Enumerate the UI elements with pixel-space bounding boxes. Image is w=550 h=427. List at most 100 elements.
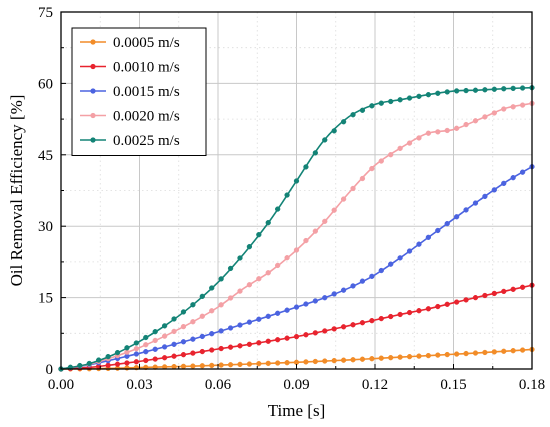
data-point bbox=[340, 324, 347, 330]
data-point bbox=[491, 187, 497, 193]
data-point bbox=[284, 192, 290, 198]
data-point bbox=[237, 343, 243, 349]
legend-marker bbox=[90, 112, 96, 119]
data-point bbox=[199, 333, 205, 340]
data-point bbox=[322, 358, 328, 364]
data-point bbox=[256, 232, 262, 238]
data-point bbox=[491, 290, 497, 297]
data-point bbox=[501, 180, 507, 187]
data-point bbox=[359, 107, 366, 113]
data-point bbox=[378, 267, 384, 274]
data-point bbox=[218, 302, 224, 308]
data-point bbox=[322, 295, 328, 301]
data-point bbox=[312, 358, 318, 365]
data-point bbox=[293, 247, 300, 253]
data-point bbox=[256, 276, 262, 282]
data-point bbox=[519, 102, 526, 108]
data-point bbox=[463, 207, 469, 213]
data-point bbox=[444, 89, 450, 95]
x-tick-label: 0.15 bbox=[440, 377, 466, 393]
data-point bbox=[265, 313, 271, 319]
data-point bbox=[378, 158, 384, 164]
legend-item: 0.0020 m/s bbox=[80, 109, 180, 125]
series-5 bbox=[58, 85, 535, 372]
data-point bbox=[397, 97, 403, 103]
data-point bbox=[501, 348, 507, 354]
data-point bbox=[275, 337, 281, 343]
data-point bbox=[237, 288, 243, 294]
data-point bbox=[453, 214, 460, 220]
x-tick-label: 0.09 bbox=[283, 377, 309, 393]
data-point bbox=[378, 100, 384, 106]
data-point bbox=[510, 348, 516, 354]
data-point bbox=[359, 320, 366, 326]
x-tick-label: 0.06 bbox=[205, 377, 232, 393]
data-point bbox=[472, 200, 479, 206]
data-point bbox=[312, 330, 318, 336]
data-point bbox=[416, 93, 422, 99]
y-tick-label: 30 bbox=[38, 219, 53, 235]
data-point bbox=[218, 276, 224, 282]
data-point bbox=[425, 352, 432, 359]
data-point bbox=[143, 334, 149, 341]
data-point bbox=[340, 119, 347, 125]
legend-item: 0.0010 m/s bbox=[80, 60, 180, 76]
legend-label: 0.0025 m/s bbox=[113, 133, 180, 149]
data-point bbox=[388, 98, 394, 105]
y-axis-title: Oil Removal Efficiency [%] bbox=[7, 95, 26, 287]
data-point bbox=[209, 308, 215, 314]
data-point bbox=[303, 237, 309, 244]
data-point bbox=[152, 356, 158, 362]
data-point bbox=[369, 318, 375, 324]
data-point bbox=[472, 294, 479, 301]
data-point bbox=[369, 103, 375, 109]
data-point bbox=[237, 361, 243, 368]
data-point bbox=[444, 301, 450, 307]
data-point bbox=[388, 313, 394, 320]
data-point bbox=[180, 363, 187, 370]
data-point bbox=[246, 341, 253, 347]
data-point bbox=[397, 255, 403, 261]
data-point bbox=[124, 349, 130, 355]
data-point bbox=[246, 361, 253, 367]
data-point bbox=[359, 278, 366, 284]
data-point bbox=[331, 326, 337, 332]
data-point bbox=[227, 362, 234, 368]
data-point bbox=[369, 356, 375, 362]
data-point bbox=[472, 118, 479, 124]
legend-item: 0.0025 m/s bbox=[80, 133, 180, 149]
data-point bbox=[161, 355, 168, 361]
data-point bbox=[246, 244, 253, 250]
data-point bbox=[227, 325, 234, 331]
data-point bbox=[293, 333, 300, 340]
data-point bbox=[463, 297, 469, 303]
x-tick-label: 0.12 bbox=[362, 377, 388, 393]
data-point bbox=[171, 363, 177, 370]
data-point bbox=[378, 315, 384, 322]
data-point bbox=[143, 342, 149, 348]
data-point bbox=[190, 302, 196, 308]
data-point bbox=[378, 355, 384, 361]
data-point bbox=[435, 129, 441, 135]
data-point bbox=[209, 362, 215, 369]
data-point bbox=[519, 85, 526, 91]
data-point bbox=[275, 206, 281, 212]
data-point bbox=[340, 196, 347, 202]
data-point bbox=[350, 357, 356, 363]
data-point bbox=[510, 85, 516, 92]
data-point bbox=[425, 92, 432, 98]
data-point bbox=[510, 104, 516, 110]
data-point bbox=[265, 338, 271, 344]
data-point bbox=[491, 349, 497, 355]
data-point bbox=[209, 347, 215, 353]
data-point bbox=[256, 361, 262, 367]
legend-marker bbox=[90, 137, 96, 143]
data-point bbox=[359, 175, 366, 182]
data-point bbox=[369, 165, 375, 172]
x-axis-title: Time [s] bbox=[268, 401, 325, 420]
data-point bbox=[237, 255, 243, 261]
data-point bbox=[133, 351, 140, 357]
data-point bbox=[444, 220, 450, 227]
